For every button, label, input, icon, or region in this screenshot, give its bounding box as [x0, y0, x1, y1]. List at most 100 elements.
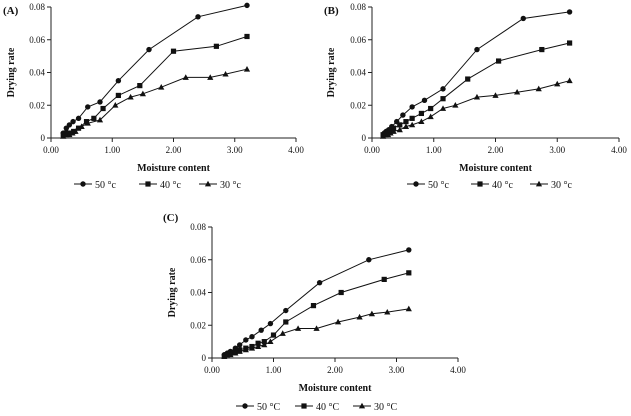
- point-a-0-3: [70, 118, 76, 125]
- point-b-0-10: [520, 15, 526, 22]
- point-c-1-7: [255, 340, 261, 346]
- x-tick-label-b-2: 2.00: [488, 145, 504, 155]
- point-c-2-7: [255, 343, 262, 349]
- point-a-2-4: [72, 128, 79, 134]
- point-c-2-11: [295, 325, 302, 331]
- legend-label-a-2: 30 °c: [220, 180, 241, 191]
- y-tick-label-c-2: 0.04: [190, 288, 206, 298]
- point-b-1-8: [418, 110, 424, 117]
- point-b-1-4: [391, 125, 397, 131]
- point-a-0-2: [66, 122, 73, 128]
- point-b-2-12: [473, 93, 481, 100]
- point-c-2-4: [236, 348, 243, 354]
- point-c-0-8: [267, 320, 274, 327]
- point-a-2-15: [243, 66, 251, 72]
- legend-marker-c-2: [358, 402, 366, 409]
- legend-marker-a-0: [80, 181, 86, 187]
- point-b-2-2: [384, 131, 392, 138]
- point-a-2-7: [96, 116, 104, 123]
- x-tick-label-b-3: 3.00: [549, 145, 565, 155]
- point-b-2-4: [390, 128, 397, 134]
- legend-label-b-0: 50 °c: [428, 180, 449, 191]
- point-b-2-5: [396, 126, 403, 133]
- point-c-2-6: [248, 344, 256, 351]
- point-c-0-12: [406, 247, 412, 253]
- point-c-2-17: [405, 305, 412, 312]
- point-c-2-9: [267, 338, 274, 345]
- point-c-1-13: [381, 276, 387, 282]
- point-b-1-14: [567, 40, 573, 46]
- x-tick-label-b-1: 1.00: [426, 145, 442, 155]
- point-c-2-12: [313, 325, 320, 331]
- x-tick-label-a-2: 2.00: [166, 145, 182, 155]
- point-c-1-8: [261, 339, 267, 345]
- point-a-1-11: [213, 43, 219, 49]
- point-a-0-10: [244, 2, 250, 9]
- point-a-0-8: [146, 46, 152, 53]
- point-b-2-6: [402, 123, 410, 129]
- point-b-2-7: [409, 121, 416, 128]
- series-line-b-0: [384, 11, 570, 134]
- point-c-2-0: [221, 353, 228, 359]
- point-b-1-3: [387, 127, 394, 133]
- x-tick-label-c-2: 2.00: [327, 365, 343, 375]
- point-b-0-5: [400, 112, 406, 118]
- y-tick-label-b-3: 0.06: [350, 35, 366, 45]
- x-tick-label-c-4: 4.00: [450, 365, 466, 375]
- y-tick-label-b-2: 0.04: [350, 68, 366, 78]
- point-a-0-4: [75, 115, 82, 122]
- point-a-0-5: [85, 104, 91, 110]
- point-c-0-11: [366, 257, 372, 263]
- x-tick-label-a-4: 4.00: [288, 145, 304, 155]
- point-c-2-2: [227, 351, 234, 358]
- legend-marker-c-1: [301, 403, 307, 409]
- point-b-2-0: [380, 133, 387, 139]
- y-tick-label-c-4: 0.08: [190, 222, 206, 232]
- legend-marker-b-1: [477, 181, 483, 187]
- point-a-2-13: [207, 74, 214, 80]
- point-a-1-5: [83, 119, 90, 125]
- legend-marker-a-1: [145, 181, 151, 187]
- point-c-0-5: [243, 337, 249, 343]
- series-line-a-1: [63, 36, 248, 136]
- point-b-1-11: [465, 76, 471, 82]
- point-a-2-10: [139, 90, 146, 97]
- point-c-2-3: [232, 349, 239, 356]
- series-line-a-2: [63, 68, 248, 137]
- point-b-1-13: [539, 46, 545, 53]
- x-axis-title-c: Moisture content: [299, 383, 373, 394]
- panel-label-b: (B): [324, 5, 339, 17]
- x-tick-label-b-0: 0.00: [364, 145, 380, 155]
- x-tick-label-a-3: 3.00: [227, 145, 243, 155]
- point-a-2-3: [69, 129, 76, 136]
- point-b-1-10: [440, 96, 446, 102]
- y-tick-label-c-0: 0: [202, 353, 207, 363]
- point-c-2-8: [261, 341, 268, 348]
- point-a-0-9: [195, 14, 201, 20]
- legend-label-a-0: 50 °c: [95, 180, 116, 191]
- y-tick-label-c-1: 0.02: [190, 320, 206, 330]
- x-tick-label-b-4: 4.00: [611, 145, 627, 155]
- y-tick-label-a-4: 0.08: [29, 2, 45, 12]
- point-a-2-5: [78, 123, 85, 129]
- legend-label-c-0: 50 °C: [257, 402, 280, 413]
- y-axis-title-c: Drying rate: [167, 267, 178, 317]
- point-a-2-0: [60, 133, 67, 139]
- point-c-2-10: [279, 330, 286, 336]
- legend-label-b-2: 30 °c: [551, 180, 572, 191]
- legend-label-a-1: 40 °c: [160, 180, 181, 191]
- panel-a: (A) 0.00 1.00 2.00 3.00 4.00 0 0.02 0.04 0.06 0.08…: [3, 2, 304, 191]
- point-b-0-6: [409, 104, 415, 110]
- point-c-2-15: [368, 310, 375, 317]
- point-a-1-3: [71, 128, 77, 135]
- y-tick-label-b-0: 0: [362, 133, 367, 143]
- point-b-1-6: [403, 119, 409, 125]
- legend-label-c-1: 40 °C: [316, 402, 339, 413]
- x-tick-label-c-3: 3.00: [389, 365, 405, 375]
- point-c-1-14: [406, 270, 412, 276]
- point-b-2-10: [439, 105, 447, 111]
- point-a-1-6: [91, 115, 97, 121]
- point-c-1-9: [270, 332, 277, 338]
- point-b-2-3: [387, 129, 394, 136]
